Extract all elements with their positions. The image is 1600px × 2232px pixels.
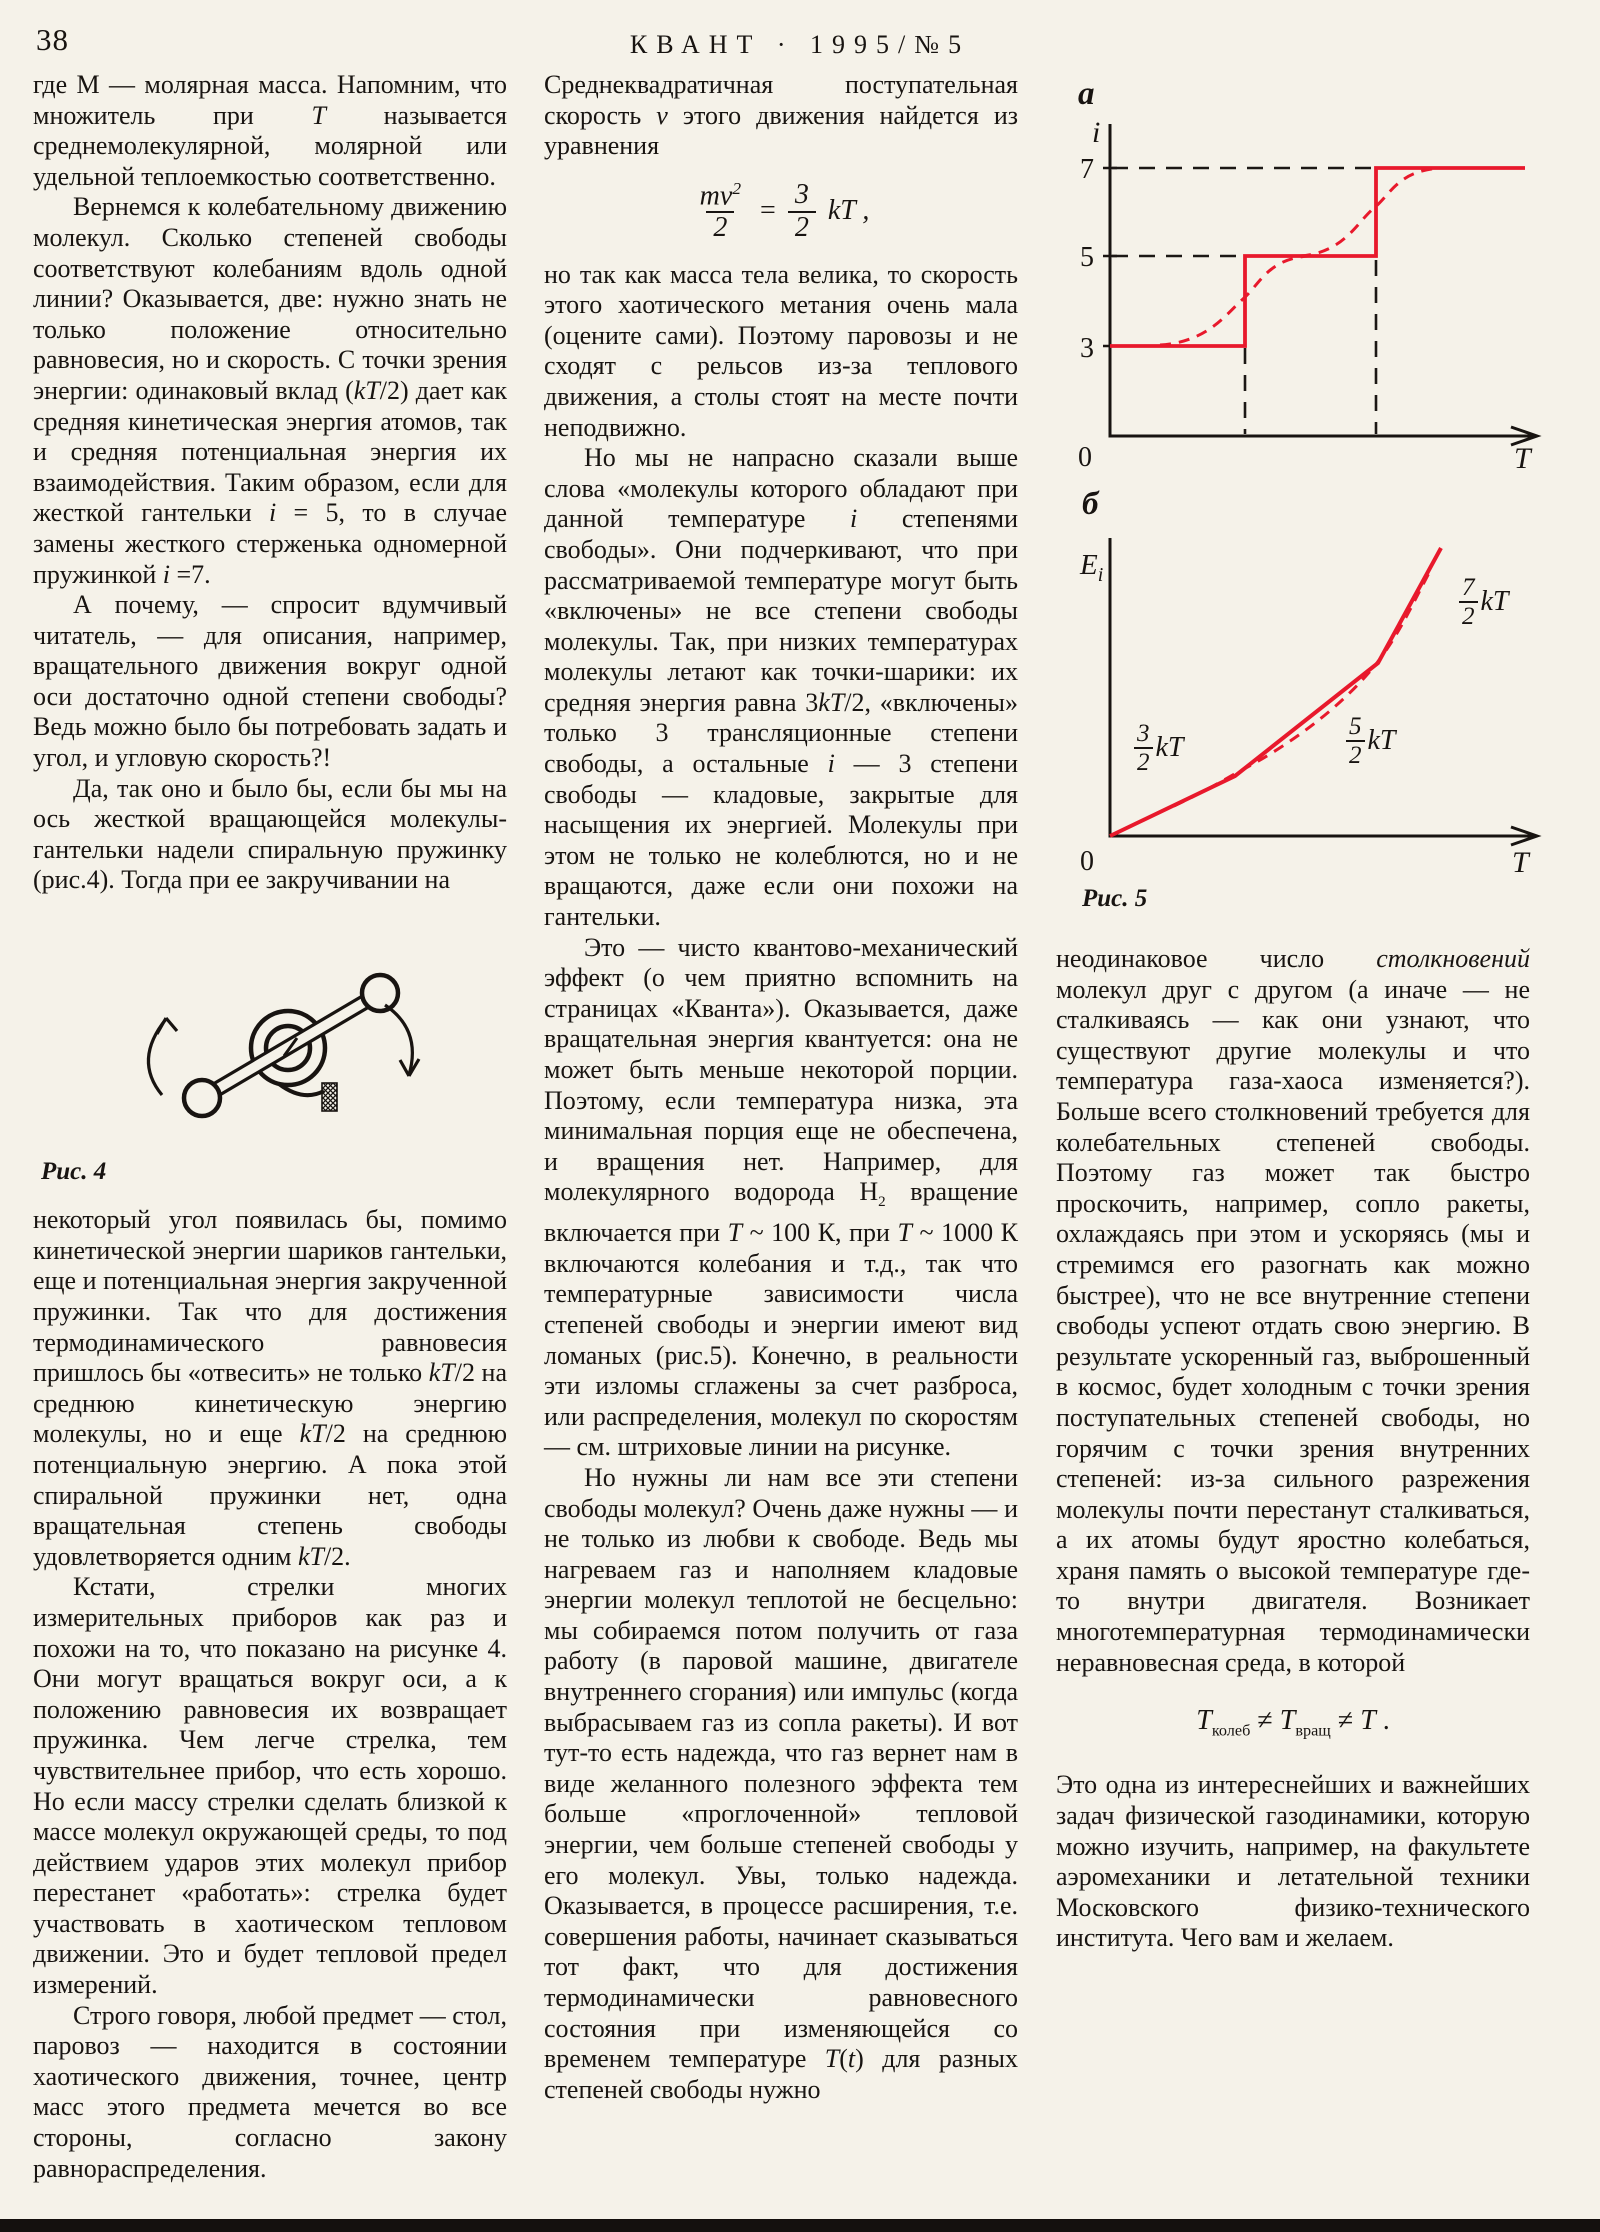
paragraph: неодинаковое число столкновений молекул …	[1056, 944, 1530, 1677]
column-2-main-text: но так как масса тела велика, то скорост…	[544, 260, 1018, 2106]
kT-suffix: kT	[1480, 586, 1509, 618]
right-rotation-arrow	[384, 1003, 414, 1076]
column-2: Среднеквадратичная поступательная скорос…	[544, 70, 1018, 2105]
paragraph: Но нужны ли нам все эти степени свободы …	[544, 1462, 1018, 2104]
fraction-numerator: 5	[1349, 713, 1362, 740]
smoothed-step-1	[1159, 254, 1309, 347]
fraction-denominator: 2	[1134, 747, 1153, 776]
x-axis-arrowhead	[1510, 425, 1542, 447]
left-ball	[181, 1077, 223, 1119]
axes	[1108, 124, 1534, 438]
figure-5: а i 7 5 3 0 T	[1056, 56, 1548, 928]
paragraph: Строго говоря, любой предмет — стол, пар…	[33, 2000, 507, 2183]
spring-tail	[277, 1082, 325, 1098]
dashed-guides	[1112, 166, 1378, 434]
x-axis-label: T	[1514, 442, 1533, 475]
paragraph: Это — чисто квантово-механический эффект…	[544, 932, 1019, 1462]
figure-5a-label: а	[1078, 76, 1095, 112]
kT-suffix: kT	[1155, 732, 1184, 764]
paragraph: А почему, — спросит вдумчивый читатель, …	[33, 590, 507, 773]
fraction-denominator: 2	[787, 210, 816, 243]
paragraph: некоторый угол появилась бы, помимо кине…	[33, 1205, 508, 1571]
column-3-text-1: неодинаковое число столкновений молекул …	[1056, 944, 1530, 1678]
anchor-block	[321, 1082, 338, 1112]
formula-kinetic-energy: mv2 2 = 3 2 kT ,	[544, 178, 1018, 244]
paragraph: но так как масса тела велика, то скорост…	[544, 259, 1018, 442]
paragraph: Среднеквадратичная поступательная скорос…	[544, 70, 1019, 161]
figure-5a-chart: i 7 5 3 0 T	[1078, 116, 1542, 475]
y-tick-7: 7	[1080, 154, 1094, 185]
fraction-denominator: 2	[1459, 601, 1478, 630]
spring-inner-coil	[263, 1023, 313, 1073]
y-axis-label-subscript: i	[1098, 564, 1104, 586]
x-axis-arrowhead	[1510, 825, 1542, 847]
y-axis-label-E: E	[1079, 549, 1098, 581]
y-tick-3: 3	[1080, 333, 1094, 364]
journal-title: КВАНТ · 1995/№5	[629, 30, 971, 59]
y-axis-label: Ei	[1079, 549, 1103, 586]
figure-4-caption: Рис. 4	[41, 1157, 107, 1185]
kT-suffix: kT	[1367, 725, 1396, 757]
column-2-intro-text: Среднеквадратичная поступательная скорос…	[544, 70, 1018, 162]
fraction-3-over-2: 3 2	[787, 179, 816, 243]
scan-edge-strip	[0, 2219, 1600, 2232]
origin-label: 0	[1078, 442, 1092, 473]
y-tick-5: 5	[1080, 242, 1094, 273]
fraction-numerator: 3	[794, 179, 809, 211]
formula-temperatures: Tколеб ≠ Tвращ ≠ T .	[1196, 1705, 1390, 1740]
paragraph: Да, так оно и было бы, если бы мы на ось…	[33, 773, 507, 895]
figure-5b-chart: Ei 0 T	[1079, 538, 1542, 879]
fraction-numerator: 7	[1462, 574, 1475, 601]
page-number: 38	[36, 22, 69, 57]
figure-5b-label: б	[1082, 486, 1099, 522]
column-1-bottom-text: некоторый угол появилась бы, помимо кине…	[33, 1205, 507, 2184]
figure-4: Рис. 4	[33, 938, 507, 1187]
column-1: где M — молярная масса. Напомним, что мн…	[33, 70, 507, 2184]
fraction-mv2-over-2: mv2 2	[693, 178, 748, 244]
paragraph: Это одна из интереснейших и важнейших за…	[1056, 1770, 1530, 1953]
paragraph: Кстати, стрелки многих измерительных при…	[33, 1572, 507, 2000]
spring-outer-coil	[248, 1008, 328, 1088]
figure-5-caption: Рис. 5	[1082, 885, 1148, 912]
spring-attachment-mark	[282, 1037, 299, 1057]
energy-polyline	[1109, 547, 1443, 838]
paragraph: Вернемся к колебательному движению молек…	[33, 192, 507, 589]
fraction-numerator: mv2	[699, 178, 742, 212]
column-1-top-text: где M — молярная масса. Напомним, что мн…	[33, 70, 507, 896]
x-axis-label: T	[1512, 846, 1531, 879]
smoothed-step-2	[1299, 166, 1441, 258]
paragraph: Но мы не напрасно сказали выше слова «мо…	[544, 443, 1019, 932]
formula-tail: kT ,	[827, 195, 870, 227]
fraction-denominator: 2	[706, 211, 735, 243]
fraction-denominator: 2	[1346, 740, 1365, 769]
left-arrowhead	[155, 1016, 179, 1035]
fraction-numerator: 3	[1137, 720, 1150, 747]
right-arrowhead	[398, 1058, 421, 1077]
figure-4-drawing	[146, 972, 421, 1119]
column-3: а i 7 5 3 0 T	[1056, 56, 1542, 1954]
column-3-text-2: Это одна из интереснейших и важнейших за…	[1056, 1770, 1530, 1954]
right-ball	[359, 972, 401, 1014]
smoothed-dashed-curves	[1159, 166, 1441, 347]
smoothed-energy-curve	[1173, 572, 1431, 808]
paragraph: где M — молярная масса. Напомним, что мн…	[33, 70, 507, 191]
equals-sign: =	[760, 195, 776, 227]
y-axis-label: i	[1092, 116, 1100, 149]
origin-label: 0	[1080, 846, 1094, 877]
